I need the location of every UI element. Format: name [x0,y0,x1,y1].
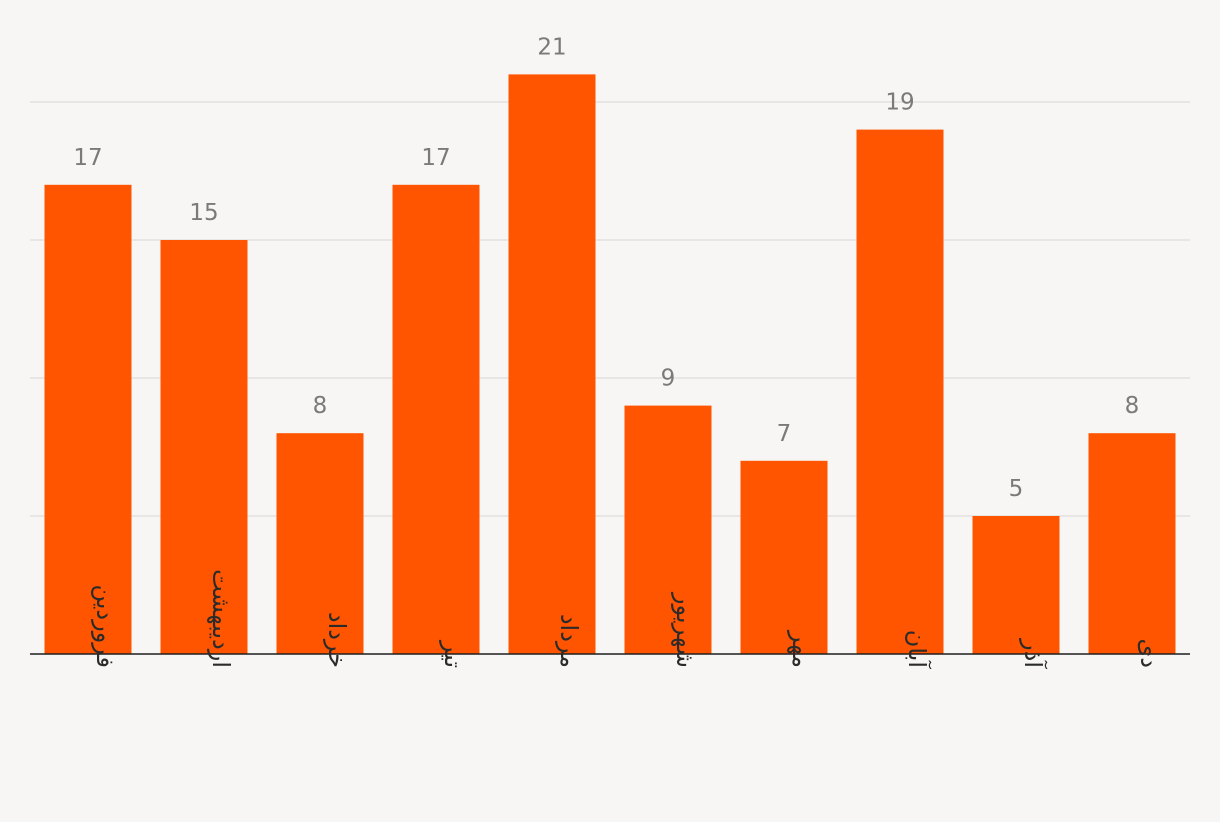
category-label: آذر [1019,638,1048,669]
bar [392,184,480,655]
bar-value-label: 21 [537,34,566,60]
category-label: آبان [903,630,932,670]
category-label: تیر [439,640,467,668]
category-label: دی [1135,639,1163,668]
bar [1088,433,1176,654]
bar [508,74,596,654]
bar [856,129,944,655]
bar-value-label: 19 [885,90,914,116]
bar [276,433,364,654]
value-label-layer: 17 15 8 17 21 9 7 19 5 8 [73,34,1139,502]
bar-value-label: 9 [661,366,676,392]
bar [44,184,132,655]
category-label: اردیبهشت [207,569,235,668]
category-label: مرداد [555,614,583,668]
category-label: خرداد [323,612,351,668]
bar [624,405,712,654]
bar-layer [44,74,1176,655]
bar [740,460,828,654]
bar-value-label: 17 [421,145,450,171]
category-label-layer: فروردین اردیبهشت خرداد تیر مرداد شهریور مهر آبا… [91,569,1163,669]
category-label: مهر [787,630,815,668]
bar-value-label: 8 [313,393,328,419]
bar [160,240,248,654]
bar-value-label: 15 [189,200,218,226]
bar-value-label: 5 [1009,476,1024,502]
category-label: شهریور [671,592,699,668]
bar-value-label: 8 [1125,393,1140,419]
bar-value-label: 17 [73,145,102,171]
category-label: فروردین [91,584,119,668]
bar [972,516,1060,654]
bar-value-label: 7 [777,421,792,447]
